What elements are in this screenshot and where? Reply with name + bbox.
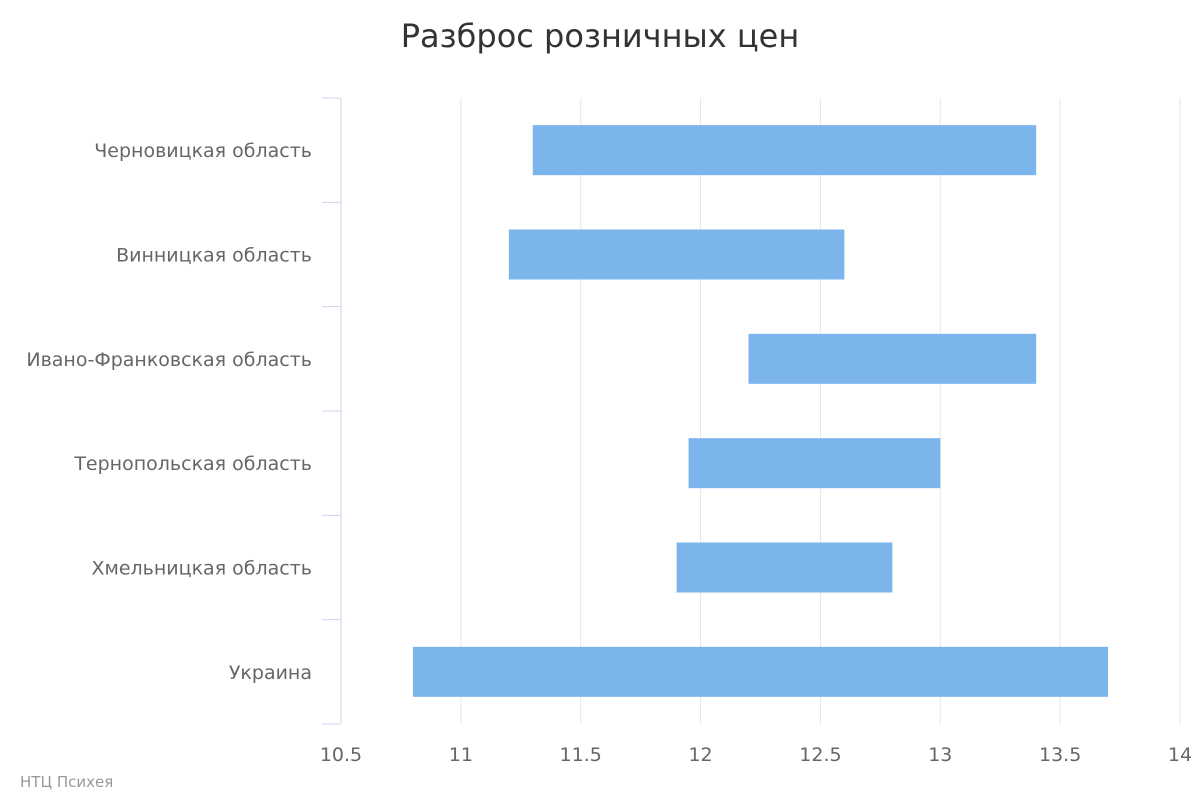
range-bar[interactable] (532, 125, 1037, 176)
category-label: Ивано-Франковская область (26, 349, 312, 371)
category-label: Украина (229, 662, 312, 684)
x-tick-label: 12.5 (799, 744, 841, 766)
x-tick-label: 13 (928, 744, 952, 766)
chart-title: Разброс розничных цен (401, 17, 800, 55)
category-axis (322, 97, 342, 725)
category-label: Винницкая область (116, 245, 312, 267)
x-tick-label: 10.5 (320, 744, 362, 766)
bars (412, 125, 1109, 697)
x-tick-labels: 10.5 11 11.5 12 12.5 13 13.5 14 (320, 744, 1192, 766)
credit-text[interactable]: НТЦ Психея (20, 773, 114, 791)
x-tick-label: 11.5 (560, 744, 602, 766)
x-tick-label: 12 (688, 744, 712, 766)
x-tick-label: 14 (1168, 744, 1192, 766)
range-bar[interactable] (688, 438, 941, 489)
category-label: Хмельницкая область (91, 558, 312, 580)
category-label: Тернопольская область (73, 453, 312, 475)
x-tick-label: 13.5 (1039, 744, 1081, 766)
range-bar[interactable] (508, 229, 845, 280)
range-bar[interactable] (748, 333, 1037, 384)
category-label: Черновицкая область (94, 140, 312, 162)
range-bar[interactable] (412, 646, 1109, 697)
category-labels: Черновицкая область Винницкая область Иван… (26, 140, 312, 684)
range-bar[interactable] (676, 542, 893, 593)
x-tick-label: 11 (449, 744, 473, 766)
grid (460, 98, 1181, 724)
